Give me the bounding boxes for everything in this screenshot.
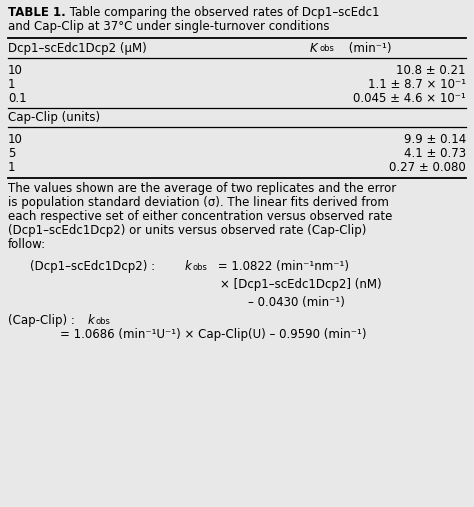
- Text: 10: 10: [8, 64, 23, 77]
- Text: (Dcp1–scEdc1Dcp2) :: (Dcp1–scEdc1Dcp2) :: [30, 260, 159, 273]
- Text: Table comparing the observed rates of Dcp1–scEdc1: Table comparing the observed rates of Dc…: [66, 6, 380, 19]
- Text: is population standard deviation (σ). The linear fits derived from: is population standard deviation (σ). Th…: [8, 196, 389, 209]
- Text: and Cap-Clip at 37°C under single-turnover conditions: and Cap-Clip at 37°C under single-turnov…: [8, 20, 329, 33]
- Text: k: k: [88, 314, 95, 327]
- Text: 0.27 ± 0.080: 0.27 ± 0.080: [389, 161, 466, 174]
- Text: 1: 1: [8, 78, 16, 91]
- Text: Dcp1–scEdc1Dcp2 (μM): Dcp1–scEdc1Dcp2 (μM): [8, 42, 147, 55]
- Text: Cap-Clip (units): Cap-Clip (units): [8, 111, 100, 124]
- Text: 4.1 ± 0.73: 4.1 ± 0.73: [404, 147, 466, 160]
- Text: – 0.0430 (min⁻¹): – 0.0430 (min⁻¹): [248, 296, 345, 309]
- Text: (min⁻¹): (min⁻¹): [345, 42, 392, 55]
- Text: 1: 1: [8, 161, 16, 174]
- Text: (Cap-Clip) :: (Cap-Clip) :: [8, 314, 79, 327]
- Text: 1.1 ± 8.7 × 10⁻¹: 1.1 ± 8.7 × 10⁻¹: [368, 78, 466, 91]
- Text: follow:: follow:: [8, 238, 46, 251]
- Text: 5: 5: [8, 147, 15, 160]
- Text: obs: obs: [320, 44, 335, 53]
- Text: 0.045 ± 4.6 × 10⁻¹: 0.045 ± 4.6 × 10⁻¹: [353, 92, 466, 105]
- Text: k: k: [185, 260, 192, 273]
- Text: The values shown are the average of two replicates and the error: The values shown are the average of two …: [8, 182, 396, 195]
- Text: K: K: [310, 42, 318, 55]
- Text: 0.1: 0.1: [8, 92, 27, 105]
- Text: obs: obs: [96, 317, 111, 326]
- Text: each respective set of either concentration versus observed rate: each respective set of either concentrat…: [8, 210, 392, 223]
- Text: TABLE 1.: TABLE 1.: [8, 6, 66, 19]
- Text: 10.8 ± 0.21: 10.8 ± 0.21: [396, 64, 466, 77]
- Text: 9.9 ± 0.14: 9.9 ± 0.14: [404, 133, 466, 146]
- Text: 10: 10: [8, 133, 23, 146]
- Text: obs: obs: [193, 263, 208, 272]
- Text: × [Dcp1–scEdc1Dcp2] (nM): × [Dcp1–scEdc1Dcp2] (nM): [220, 278, 382, 291]
- Text: = 1.0686 (min⁻¹U⁻¹) × Cap-Clip(U) – 0.9590 (min⁻¹): = 1.0686 (min⁻¹U⁻¹) × Cap-Clip(U) – 0.95…: [60, 328, 366, 341]
- Text: (Dcp1–scEdc1Dcp2) or units versus observed rate (Cap-Clip): (Dcp1–scEdc1Dcp2) or units versus observ…: [8, 224, 366, 237]
- Text: = 1.0822 (min⁻¹nm⁻¹): = 1.0822 (min⁻¹nm⁻¹): [214, 260, 349, 273]
